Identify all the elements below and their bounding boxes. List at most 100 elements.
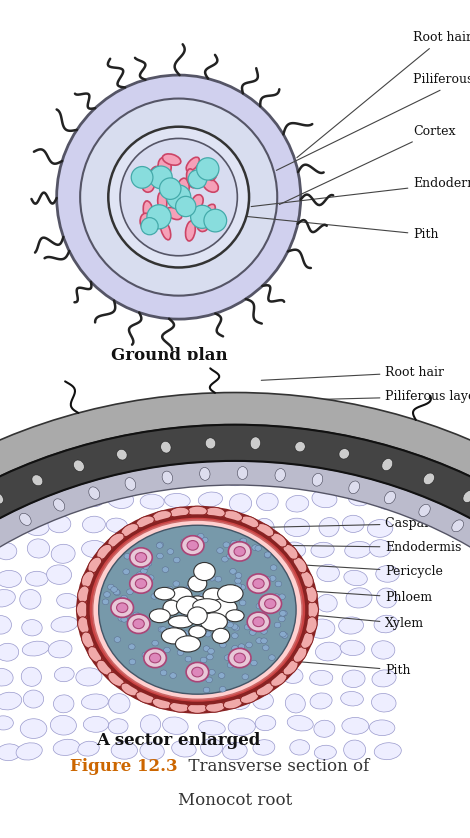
Circle shape: [231, 624, 238, 629]
Circle shape: [255, 546, 261, 551]
Circle shape: [280, 631, 286, 637]
Ellipse shape: [166, 208, 182, 220]
Circle shape: [265, 599, 276, 608]
Circle shape: [181, 539, 188, 545]
Ellipse shape: [293, 647, 307, 662]
Circle shape: [121, 595, 127, 601]
Circle shape: [194, 669, 201, 674]
Ellipse shape: [372, 641, 395, 660]
Ellipse shape: [349, 481, 360, 494]
Circle shape: [259, 603, 266, 608]
Ellipse shape: [162, 471, 172, 484]
Ellipse shape: [196, 443, 219, 459]
Circle shape: [159, 178, 181, 199]
Circle shape: [230, 568, 236, 574]
Circle shape: [111, 598, 133, 618]
Ellipse shape: [50, 443, 71, 460]
Ellipse shape: [256, 683, 274, 696]
Circle shape: [141, 218, 158, 235]
Ellipse shape: [0, 616, 11, 634]
Ellipse shape: [109, 694, 130, 713]
Circle shape: [121, 617, 127, 622]
Circle shape: [227, 553, 233, 559]
Circle shape: [135, 552, 147, 562]
Ellipse shape: [53, 739, 79, 756]
Ellipse shape: [48, 640, 72, 658]
Ellipse shape: [78, 617, 90, 634]
Ellipse shape: [284, 470, 311, 485]
Circle shape: [192, 667, 203, 677]
Ellipse shape: [0, 493, 16, 510]
Circle shape: [129, 659, 136, 665]
Text: Ground plan: Ground plan: [111, 347, 227, 365]
Circle shape: [166, 185, 191, 210]
Circle shape: [142, 564, 149, 570]
Circle shape: [163, 606, 169, 612]
Ellipse shape: [21, 667, 41, 686]
Ellipse shape: [203, 204, 215, 218]
Ellipse shape: [27, 539, 50, 558]
Ellipse shape: [83, 716, 109, 732]
Ellipse shape: [0, 644, 19, 661]
Circle shape: [127, 614, 150, 634]
Circle shape: [250, 629, 256, 635]
Circle shape: [203, 646, 210, 651]
Ellipse shape: [141, 715, 161, 734]
Ellipse shape: [108, 533, 124, 547]
Circle shape: [273, 594, 280, 599]
Circle shape: [152, 640, 158, 646]
Circle shape: [254, 579, 261, 584]
Ellipse shape: [205, 437, 216, 449]
Circle shape: [226, 611, 232, 616]
Circle shape: [217, 548, 223, 553]
Ellipse shape: [76, 602, 88, 618]
Circle shape: [264, 552, 271, 557]
Circle shape: [239, 585, 245, 590]
Ellipse shape: [419, 504, 430, 516]
Circle shape: [80, 99, 277, 296]
Circle shape: [235, 572, 242, 578]
Circle shape: [261, 638, 267, 644]
Ellipse shape: [89, 487, 100, 499]
Ellipse shape: [121, 524, 139, 536]
Circle shape: [191, 635, 198, 641]
Ellipse shape: [384, 491, 395, 504]
Text: A sector enlarged: A sector enlarged: [96, 732, 261, 748]
Circle shape: [149, 616, 156, 622]
Ellipse shape: [300, 632, 313, 649]
Text: Piliferous layer: Piliferous layer: [276, 73, 470, 170]
Circle shape: [182, 630, 188, 636]
Ellipse shape: [0, 716, 13, 730]
Circle shape: [164, 594, 170, 600]
Ellipse shape: [310, 670, 333, 685]
Circle shape: [223, 542, 230, 547]
Ellipse shape: [194, 562, 215, 581]
Ellipse shape: [305, 617, 317, 634]
Circle shape: [131, 167, 153, 189]
Text: Casparian strip: Casparian strip: [271, 517, 470, 530]
Wedge shape: [0, 461, 470, 768]
Circle shape: [157, 542, 164, 547]
Ellipse shape: [76, 668, 102, 686]
Ellipse shape: [79, 489, 104, 507]
Ellipse shape: [47, 565, 71, 584]
Ellipse shape: [81, 694, 108, 710]
Circle shape: [249, 576, 256, 582]
Ellipse shape: [341, 691, 363, 706]
Ellipse shape: [371, 468, 398, 484]
Ellipse shape: [305, 586, 317, 603]
Ellipse shape: [253, 468, 275, 486]
Circle shape: [198, 594, 204, 599]
Circle shape: [169, 624, 175, 630]
Wedge shape: [0, 392, 470, 742]
Ellipse shape: [82, 541, 108, 558]
Ellipse shape: [348, 491, 369, 506]
Circle shape: [222, 556, 228, 562]
Circle shape: [160, 670, 167, 675]
Ellipse shape: [290, 740, 310, 755]
Circle shape: [244, 624, 251, 630]
Ellipse shape: [25, 572, 48, 586]
Ellipse shape: [371, 694, 396, 712]
Ellipse shape: [157, 192, 167, 212]
Ellipse shape: [188, 596, 207, 608]
